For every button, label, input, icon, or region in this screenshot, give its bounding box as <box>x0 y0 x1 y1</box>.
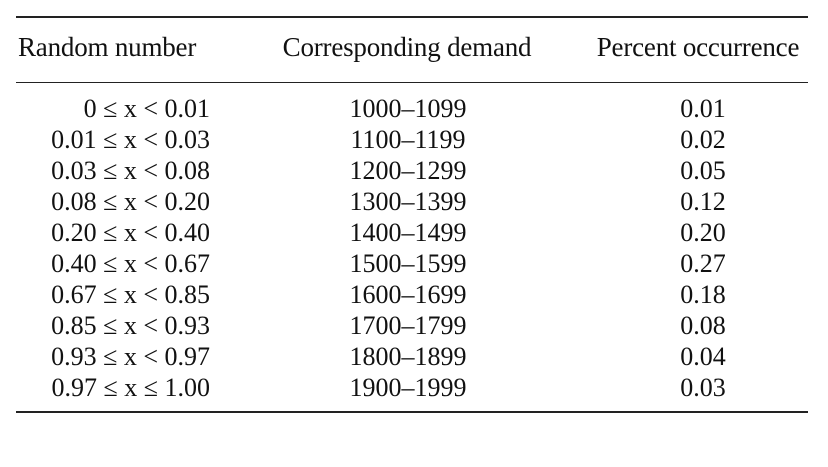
percent-cell: 0.20 <box>680 217 726 247</box>
demand-cell: 1600–1699 <box>349 279 467 309</box>
table-row: 0.93 ≤ x < 0.97 1800–1899 0.04 <box>16 341 808 372</box>
random-range-cell: 0.67 ≤ x < 0.85 <box>51 279 210 309</box>
random-range-cell: 0 ≤ x < 0.01 <box>83 93 210 123</box>
percent-cell: 0.08 <box>680 310 726 340</box>
header-percent-occurrence: Percent occurrence <box>596 31 800 62</box>
percent-cell: 0.03 <box>680 372 726 402</box>
table-top-rule <box>16 16 808 18</box>
table-row: 0 ≤ x < 0.01 1000–1099 0.01 <box>16 93 808 124</box>
random-range-cell: 0.97 ≤ x ≤ 1.00 <box>51 372 210 402</box>
random-range-cell: 0.85 ≤ x < 0.93 <box>51 310 210 340</box>
demand-table: Random number Corresponding demand Perce… <box>16 16 808 413</box>
header-corresponding-demand: Corresponding demand <box>282 31 532 62</box>
demand-cell: 1300–1399 <box>349 186 467 216</box>
table-row: 0.08 ≤ x < 0.20 1300–1399 0.12 <box>16 186 808 217</box>
demand-cell: 1900–1999 <box>349 372 467 402</box>
random-range-cell: 0.93 ≤ x < 0.97 <box>51 341 210 371</box>
percent-cell: 0.01 <box>680 93 726 123</box>
table-header-rule <box>16 82 808 83</box>
random-range-cell: 0.20 ≤ x < 0.40 <box>51 217 210 247</box>
percent-cell: 0.27 <box>680 248 726 278</box>
table-row: 0.01 ≤ x < 0.03 1100–1199 0.02 <box>16 124 808 155</box>
demand-cell: 1000–1099 <box>349 93 467 123</box>
demand-cell: 1700–1799 <box>349 310 467 340</box>
random-range-cell: 0.08 ≤ x < 0.20 <box>51 186 210 216</box>
table-row: 0.67 ≤ x < 0.85 1600–1699 0.18 <box>16 279 808 310</box>
demand-cell: 1200–1299 <box>349 155 467 185</box>
percent-cell: 0.04 <box>680 341 726 371</box>
table-row: 0.40 ≤ x < 0.67 1500–1599 0.27 <box>16 248 808 279</box>
table-row: 0.03 ≤ x < 0.08 1200–1299 0.05 <box>16 155 808 186</box>
table-header-row: Random number Corresponding demand Perce… <box>16 18 808 76</box>
table-row: 0.20 ≤ x < 0.40 1400–1499 0.20 <box>16 217 808 248</box>
percent-cell: 0.02 <box>680 124 726 154</box>
table-bottom-rule <box>16 411 808 413</box>
table-body: 0 ≤ x < 0.01 1000–1099 0.01 0.01 ≤ x < 0… <box>16 83 808 403</box>
random-range-cell: 0.01 ≤ x < 0.03 <box>51 124 210 154</box>
demand-cell: 1500–1599 <box>349 248 467 278</box>
percent-cell: 0.12 <box>680 186 726 216</box>
demand-cell: 1400–1499 <box>349 217 467 247</box>
demand-cell: 1800–1899 <box>349 341 467 371</box>
random-range-cell: 0.03 ≤ x < 0.08 <box>51 155 210 185</box>
random-range-cell: 0.40 ≤ x < 0.67 <box>51 248 210 278</box>
table-row: 0.85 ≤ x < 0.93 1700–1799 0.08 <box>16 310 808 341</box>
header-random-number: Random number <box>18 31 197 62</box>
percent-cell: 0.18 <box>680 279 726 309</box>
table-row: 0.97 ≤ x ≤ 1.00 1900–1999 0.03 <box>16 372 808 403</box>
demand-cell: 1100–1199 <box>350 124 466 154</box>
percent-cell: 0.05 <box>680 155 726 185</box>
